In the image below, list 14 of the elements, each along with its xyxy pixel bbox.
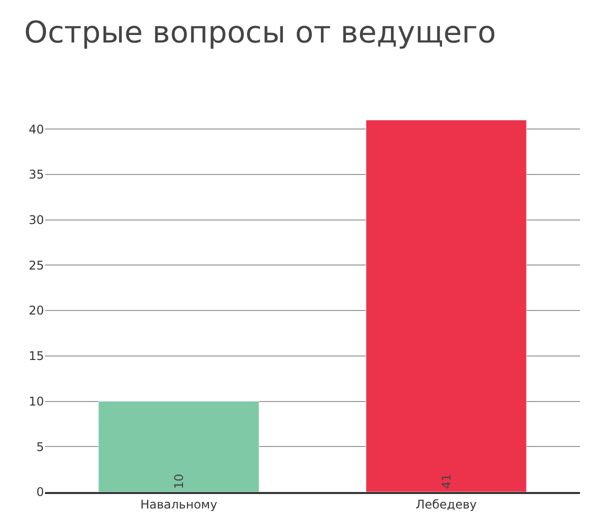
y-tick-label: 35 [28,168,44,182]
y-tick-label: 40 [28,122,44,136]
x-tick-label: Лебедеву [416,497,477,512]
data-label: 41 [439,474,454,489]
y-tick-label: 15 [28,349,44,364]
x-tick-label: Навальному [140,497,218,512]
y-tick-label: 10 [28,394,44,408]
y-tick-label: 25 [28,258,44,272]
data-label: 10 [172,474,186,489]
y-tick-label: 20 [28,304,44,318]
y-tick-label: 0 [36,485,44,500]
y-tick-label: 30 [28,213,44,227]
y-tick-label: 5 [36,440,44,454]
chart-title: Острые вопросы от ведущего [24,15,496,50]
